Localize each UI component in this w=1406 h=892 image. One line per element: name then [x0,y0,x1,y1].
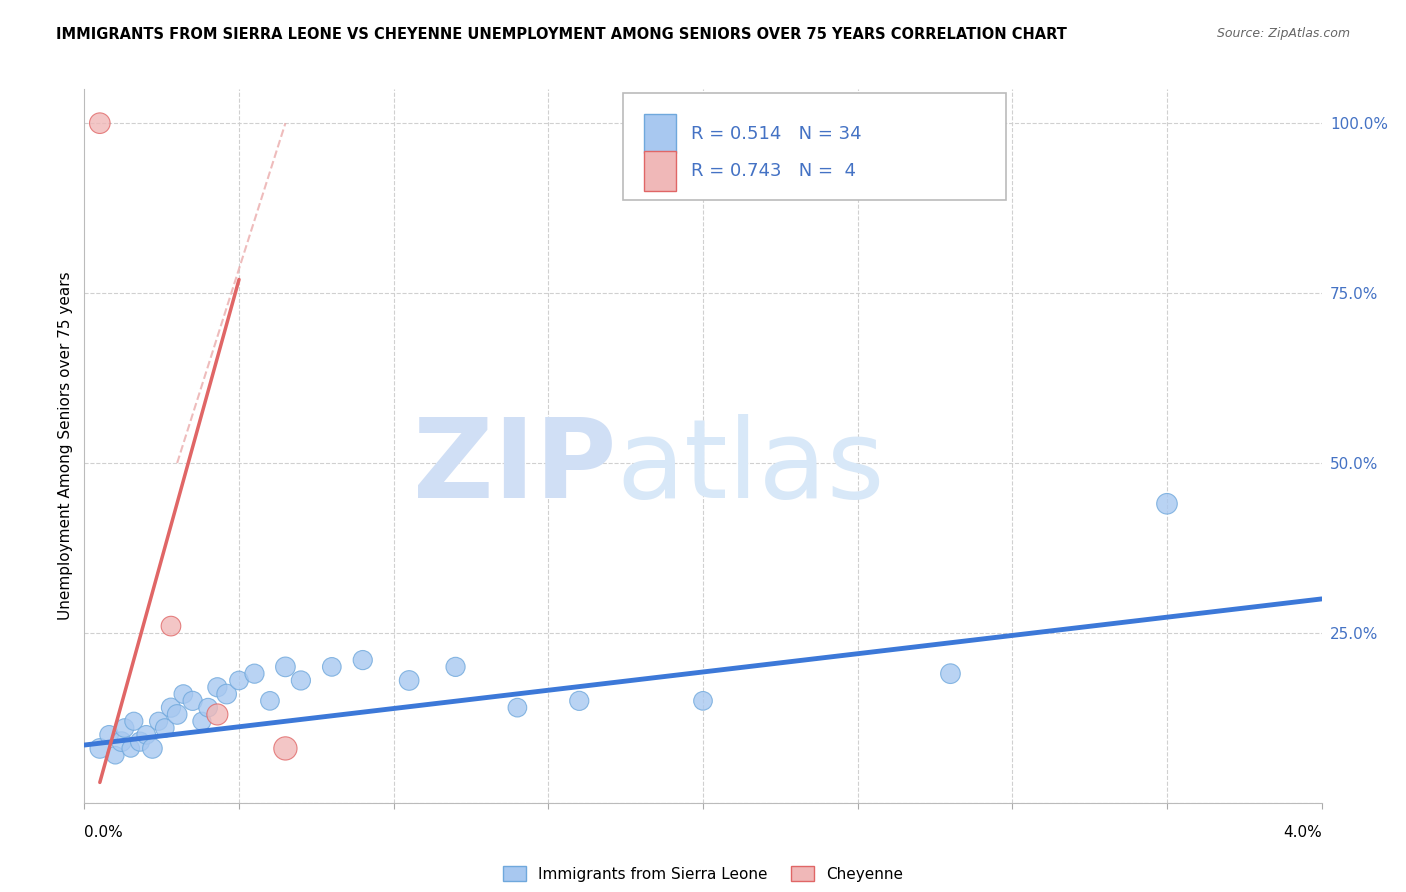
Point [89,741,111,756]
Point [1156,497,1178,511]
Point [207,707,229,722]
Point [172,687,194,701]
FancyBboxPatch shape [644,152,676,191]
Point [89,116,111,130]
Point [398,673,420,688]
FancyBboxPatch shape [623,93,1007,200]
Point [166,707,188,722]
Point [321,660,343,674]
FancyBboxPatch shape [644,114,676,153]
Point [141,741,163,756]
Text: atlas: atlas [616,414,884,521]
Point [274,741,297,756]
Text: IMMIGRANTS FROM SIERRA LEONE VS CHEYENNE UNEMPLOYMENT AMONG SENIORS OVER 75 YEAR: IMMIGRANTS FROM SIERRA LEONE VS CHEYENNE… [56,27,1067,42]
Text: 0.0%: 0.0% [84,825,124,840]
Point [274,660,297,674]
Point [114,721,136,735]
Point [148,714,170,729]
Point [120,741,142,756]
Legend: Immigrants from Sierra Leone, Cheyenne: Immigrants from Sierra Leone, Cheyenne [498,860,908,888]
Point [181,694,204,708]
Point [122,714,145,729]
Point [444,660,467,674]
Y-axis label: Unemployment Among Seniors over 75 years: Unemployment Among Seniors over 75 years [58,272,73,620]
Point [215,687,238,701]
Point [153,721,176,735]
Text: R = 0.743   N =  4: R = 0.743 N = 4 [690,162,856,180]
Point [191,714,214,729]
Point [135,728,157,742]
Text: Source: ZipAtlas.com: Source: ZipAtlas.com [1216,27,1350,40]
Text: ZIP: ZIP [413,414,616,521]
Point [104,748,127,763]
Point [568,694,591,708]
Text: 4.0%: 4.0% [1282,825,1322,840]
Point [98,728,121,742]
Point [160,700,183,714]
Point [243,666,266,681]
Point [129,734,152,748]
Point [352,653,374,667]
Point [110,734,132,748]
Point [506,700,529,714]
Point [259,694,281,708]
Point [160,619,183,633]
Point [939,666,962,681]
Point [197,700,219,714]
Point [207,680,229,694]
Text: R = 0.514   N = 34: R = 0.514 N = 34 [690,125,862,143]
Point [692,694,714,708]
Point [290,673,312,688]
Point [228,673,250,688]
